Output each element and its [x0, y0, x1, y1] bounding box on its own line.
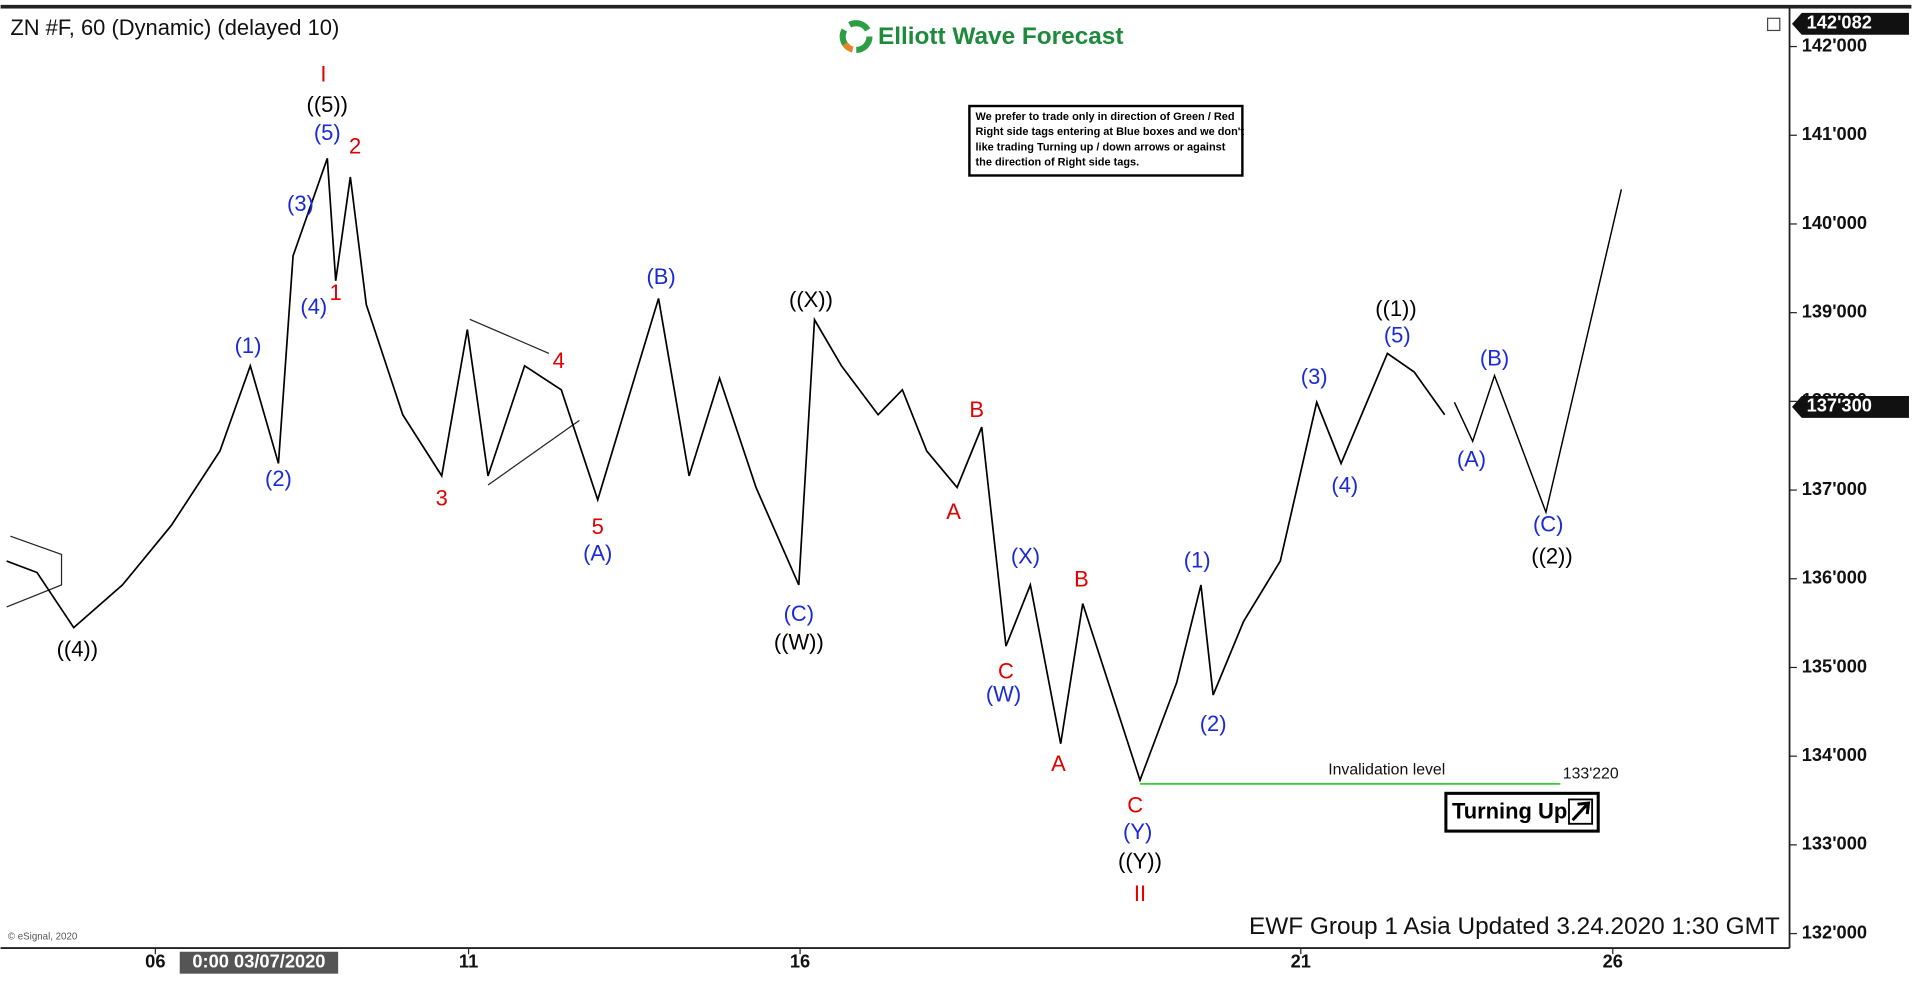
note-box [968, 104, 1244, 177]
price-line [6, 158, 1446, 783]
wave-label: B [1074, 566, 1089, 591]
wave-label: (B) [1480, 345, 1509, 370]
wave-label: C [998, 659, 1014, 684]
window-icon [1767, 17, 1781, 32]
price-tag [1791, 12, 1909, 35]
x-tick-label: 06 [145, 951, 165, 972]
arrow [1571, 803, 1589, 822]
wave-label: 4 [553, 348, 565, 373]
price-tag [1791, 395, 1909, 418]
y-tick-label: 137'000 [1802, 478, 1867, 499]
wave-label: (A) [583, 541, 612, 566]
y-tick-label: 135'000 [1802, 655, 1867, 676]
logo-text: Elliott Wave Forecast [878, 23, 1123, 50]
note-line: Right side tags entering at Blue boxes a… [975, 126, 1244, 138]
wave-label: ((2)) [1531, 543, 1572, 568]
y-tick-label: 133'000 [1802, 833, 1867, 854]
wave-label: C [1127, 793, 1143, 818]
wave-label: (4) [300, 294, 327, 319]
wave-label: (3) [1301, 364, 1328, 389]
wave-label: ((1)) [1375, 296, 1416, 321]
y-tick-label: 140'000 [1802, 212, 1867, 233]
wave-label: (Y) [1123, 819, 1152, 844]
wave-label: ((4)) [57, 636, 98, 661]
x-tick-label: 26 [1603, 951, 1623, 972]
arrow-head [1577, 801, 1591, 815]
logo-icon [839, 20, 873, 54]
note-line: like trading Turning up / down arrows or… [975, 141, 1225, 153]
y-tick-label: 132'000 [1802, 921, 1867, 942]
wave-label: ((5)) [307, 92, 348, 117]
wave-label: (B) [646, 264, 675, 289]
y-tick-label: 136'000 [1802, 567, 1867, 588]
wave-label: (5) [314, 120, 341, 145]
wave-label: (W) [986, 682, 1021, 707]
logo: Elliott Wave Forecast [839, 20, 1123, 54]
wave-label: A [1051, 751, 1066, 776]
wave-label: (1) [1184, 548, 1211, 573]
footer: EWF Group 1 Asia Updated 3.24.2020 1:30 … [1249, 913, 1780, 940]
turning-up-text: Turning Up [1452, 799, 1567, 824]
wave-label: A [946, 499, 961, 524]
triangle-pattern [6, 535, 63, 608]
x-tick-label: 21 [1291, 951, 1311, 972]
wave-label: I [320, 62, 326, 87]
wave-label: ((X)) [789, 287, 833, 312]
y-tick-label: 139'000 [1802, 300, 1867, 321]
price-tag-label: 142'082 [1807, 12, 1872, 33]
wave-label: 3 [436, 486, 448, 511]
wave-label: 2 [349, 133, 361, 158]
note-line: the direction of Right side tags. [975, 157, 1139, 169]
wave-label: II [1134, 881, 1146, 906]
wave-label: (A) [1457, 447, 1486, 472]
note: We prefer to trade only in direction of … [975, 111, 1244, 169]
wave-label: (C) [1533, 511, 1563, 536]
triangle-pattern [469, 318, 550, 354]
wave-label: B [969, 397, 984, 422]
wave-label: (2) [265, 466, 292, 491]
top-border [0, 4, 1912, 9]
cursor-date-box [179, 951, 339, 974]
projection-line [1453, 189, 1623, 515]
cursor-date: 0:00 03/07/2020 [192, 951, 325, 972]
x-tick-label: 16 [790, 951, 810, 972]
x-tick-label: 11 [459, 951, 478, 972]
triangle-pattern [487, 419, 580, 486]
copyright: © eSignal, 2020 [8, 932, 78, 943]
wave-label: ((Y)) [1118, 848, 1162, 873]
y-tick-label: 142'000 [1802, 34, 1867, 55]
price-tag-label: 137'300 [1807, 395, 1872, 416]
invalidation-value: 133'220 [1563, 765, 1619, 782]
wave-label: (1) [235, 333, 262, 358]
wave-label: (4) [1331, 472, 1358, 497]
y-tick-label: 134'000 [1802, 744, 1867, 765]
wave-label: (X) [1011, 543, 1040, 568]
wave-label: (5) [1384, 322, 1411, 347]
wave-label: 5 [592, 514, 604, 539]
wave-label: (C) [784, 601, 814, 626]
wave-label: ((W)) [774, 629, 824, 654]
wave-label: 1 [330, 280, 342, 305]
turning-up-arrow [1568, 798, 1594, 825]
note-line: We prefer to trade only in direction of … [975, 111, 1234, 123]
invalidation-label: Invalidation level [1328, 762, 1445, 779]
y-tick-label: 141'000 [1802, 123, 1867, 144]
chart-title: ZN #F, 60 (Dynamic) (delayed 10) [10, 15, 339, 40]
wave-label: (2) [1200, 711, 1227, 736]
wave-label: (3) [287, 191, 314, 216]
